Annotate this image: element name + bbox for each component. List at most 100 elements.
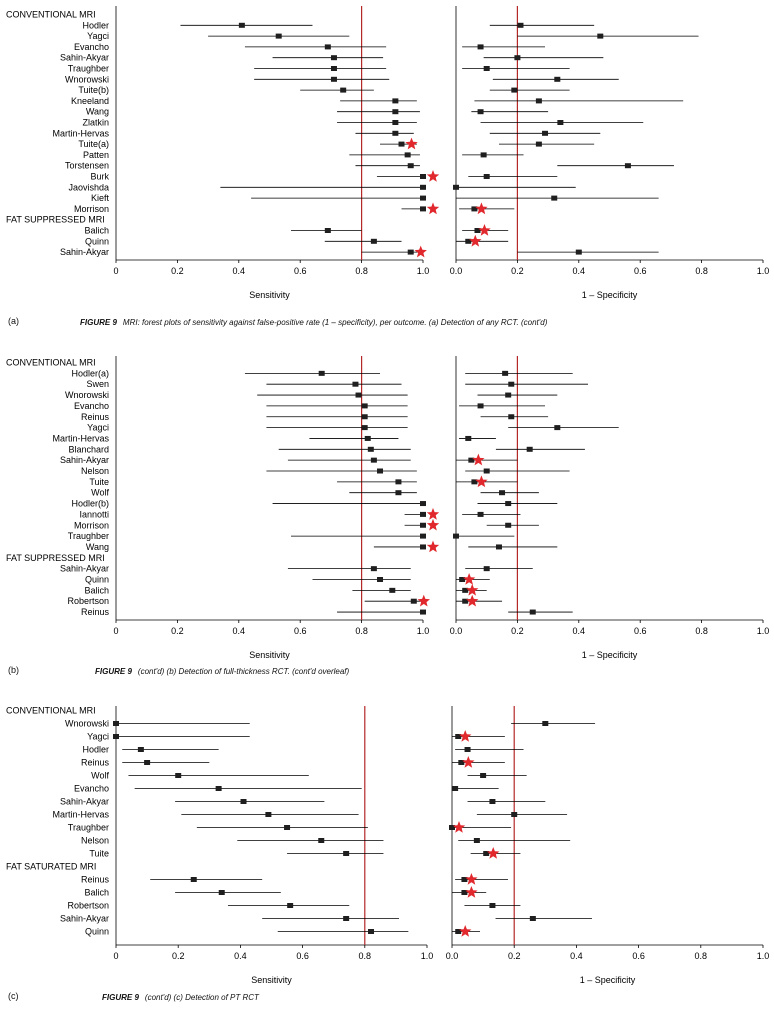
p3-right-tick-label: 0.4	[570, 951, 583, 961]
p2-left-tick-label: 0.8	[355, 626, 368, 636]
caption-b: FIGURE 9 (cont'd) (b) Detection of full-t…	[95, 667, 349, 676]
p1-study-label: Wang	[86, 107, 109, 117]
p1-study-label: Yagci	[87, 31, 109, 41]
p1-study-label: Torstensen	[65, 161, 109, 171]
p1-fpr-point	[471, 206, 478, 212]
p2-study-label: Wnorowski	[65, 390, 109, 400]
p3-study-label: Traughber	[68, 823, 109, 833]
p1-sensitivity-star	[414, 245, 427, 258]
p3-study-label: Wnorowski	[65, 719, 109, 729]
p3-fpr-point	[489, 903, 496, 908]
p3-sensitivity-point	[190, 877, 197, 882]
p3-group-header: FAT SATURATED MRI	[6, 862, 96, 872]
p2-study-label: Robertson	[67, 596, 109, 606]
p1-sensitivity-point	[407, 249, 414, 255]
p1-study-label: Hodler	[82, 20, 109, 30]
p1-study-label: Morrison	[74, 204, 109, 214]
p1-fpr-point	[554, 76, 561, 82]
p1-study-label: Traughber	[68, 64, 109, 74]
p3-sensitivity-point	[215, 786, 222, 791]
p1-sensitivity-point	[330, 76, 337, 82]
p2-study-label: Evancho	[74, 401, 109, 411]
p3-fpr-point	[452, 786, 459, 791]
p1-sensitivity-point	[370, 238, 377, 244]
p3-study-label: Nelson	[81, 836, 109, 846]
p1-sensitivity-point	[404, 152, 411, 158]
p2-study-label: Blanchard	[68, 444, 109, 454]
p1-sensitivity-point	[324, 44, 331, 50]
p1-sensitivity-point	[275, 33, 282, 39]
p2-fpr-point	[502, 370, 509, 376]
p1-fpr-point	[597, 33, 604, 39]
p1-fpr-point	[483, 66, 490, 71]
p1-study-label: Balich	[84, 226, 109, 236]
p2-sensitivity-star	[417, 594, 430, 607]
p2-fpr-point	[477, 403, 484, 409]
p1-fpr-point	[477, 44, 484, 50]
p2-fpr-point	[554, 425, 561, 431]
p3-sensitivity-point	[318, 838, 325, 843]
p2-right-tick-label: 0.2	[511, 626, 524, 636]
p3-study-label: Evancho	[74, 784, 109, 794]
p3-fpr-point	[461, 877, 468, 882]
p3-right-tick-label: 0.2	[508, 951, 521, 961]
panel-label-b: (b)	[8, 665, 19, 675]
p3-sensitivity-point	[368, 929, 375, 934]
p1-group-header: FAT SUPPRESSED MRI	[6, 215, 105, 225]
p2-sensitivity-star	[426, 518, 440, 531]
p3-right-tick-label: 0.6	[632, 951, 645, 961]
p2-sensitivity-point	[420, 533, 426, 539]
p2-fpr-star	[475, 475, 488, 488]
p3-group-header: CONVENTIONAL MRI	[6, 706, 96, 716]
p3-left-tick-label: 0.2	[172, 951, 185, 961]
p2-fpr-point	[499, 490, 506, 496]
p2-left-tick-label: 0	[113, 626, 118, 636]
p3-sensitivity-point	[144, 760, 151, 765]
p1-right-tick-label: 1.0	[757, 266, 770, 276]
p2-left-tick-label: 0.4	[233, 626, 246, 636]
p3-fpr-star	[459, 730, 472, 742]
p2-right-axis-title: 1 – Specificity	[582, 650, 638, 660]
p1-right-tick-label: 0.8	[695, 266, 708, 276]
p1-right-tick-label: 0.0	[450, 266, 463, 276]
p1-left-tick-label: 0.6	[294, 266, 307, 276]
p3-sensitivity-point	[137, 747, 144, 752]
p1-fpr-point	[474, 228, 481, 233]
caption-c-text: (cont'd) (c) Detection of PT RCT	[144, 993, 259, 1002]
p1-fpr-star	[475, 202, 488, 215]
p1-sensitivity-point	[330, 66, 337, 71]
p1-study-label: Sahin-Akyar	[60, 247, 109, 257]
p2-fpr-point	[465, 435, 472, 441]
p3-fpr-star	[465, 886, 478, 898]
p1-study-label: Burk	[90, 172, 109, 182]
p1-sensitivity-point	[420, 206, 426, 212]
p3-fpr-star	[462, 756, 475, 768]
p1-fpr-point	[575, 249, 582, 255]
p2-sensitivity-point	[410, 598, 417, 604]
p1-left-tick-label: 0.8	[355, 266, 368, 276]
p2-sensitivity-point	[361, 414, 368, 420]
p1-fpr-point	[624, 163, 631, 169]
p1-left-tick-label: 1.0	[417, 266, 430, 276]
p1-fpr-point	[480, 152, 487, 158]
p2-fpr-point	[505, 392, 512, 398]
p2-sensitivity-point	[364, 435, 371, 441]
p1-sensitivity-star	[426, 202, 440, 215]
p1-sensitivity-point	[238, 22, 245, 28]
p1-sensitivity-point	[398, 141, 405, 147]
p2-study-label: Sahin-Akyar	[60, 564, 109, 574]
p2-study-label: Iannotti	[79, 509, 109, 519]
p3-right-tick-label: 0.0	[446, 951, 459, 961]
p2-study-label: Tuite	[89, 477, 109, 487]
panel-label-a: (a)	[8, 316, 19, 326]
p2-study-label: Hodler(b)	[71, 499, 109, 509]
p2-sensitivity-point	[361, 403, 368, 409]
p1-study-label: Zlatkin	[82, 118, 109, 128]
p2-sensitivity-point	[420, 609, 426, 615]
p2-fpr-point	[483, 566, 490, 572]
p1-sensitivity-star	[426, 170, 440, 182]
p1-study-label: Evancho	[74, 42, 109, 52]
p3-study-label: Sahin-Akyar	[60, 914, 109, 924]
p2-study-label: Balich	[84, 585, 109, 595]
p1-sensitivity-point	[420, 174, 426, 179]
